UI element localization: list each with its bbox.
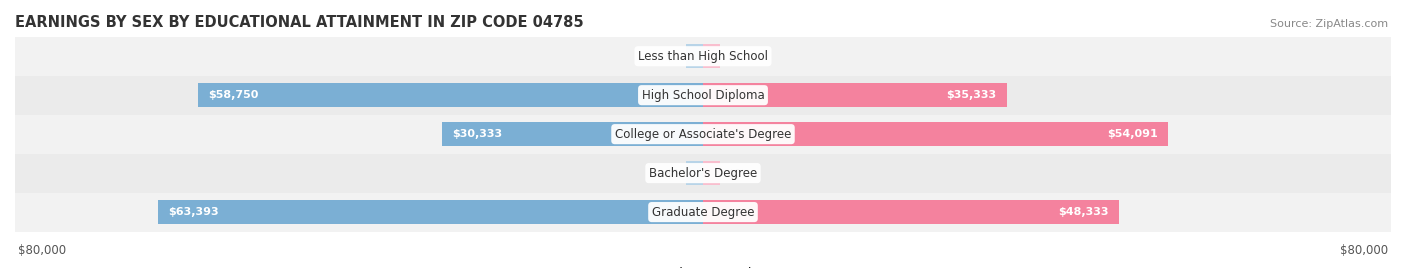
- Text: $63,393: $63,393: [169, 207, 219, 217]
- Legend: Male, Female: Male, Female: [647, 267, 759, 268]
- Text: $48,333: $48,333: [1057, 207, 1108, 217]
- Text: Bachelor's Degree: Bachelor's Degree: [650, 167, 756, 180]
- Text: $0: $0: [727, 168, 741, 178]
- Text: Graduate Degree: Graduate Degree: [652, 206, 754, 219]
- Bar: [441, 122, 703, 146]
- Text: $58,750: $58,750: [208, 90, 259, 100]
- Bar: [15, 115, 1391, 154]
- Text: $30,333: $30,333: [453, 129, 502, 139]
- Bar: [15, 193, 1391, 232]
- Bar: [703, 200, 1119, 224]
- Bar: [703, 44, 720, 68]
- Text: College or Associate's Degree: College or Associate's Degree: [614, 128, 792, 141]
- Bar: [15, 76, 1391, 115]
- Text: $35,333: $35,333: [946, 90, 997, 100]
- Text: $0: $0: [665, 168, 679, 178]
- Text: $80,000: $80,000: [1340, 244, 1388, 257]
- Bar: [703, 122, 1168, 146]
- Text: High School Diploma: High School Diploma: [641, 89, 765, 102]
- Bar: [686, 161, 703, 185]
- Bar: [198, 83, 703, 107]
- Bar: [703, 161, 720, 185]
- Text: $0: $0: [665, 51, 679, 61]
- Bar: [686, 44, 703, 68]
- Text: $0: $0: [727, 51, 741, 61]
- Text: Source: ZipAtlas.com: Source: ZipAtlas.com: [1270, 19, 1388, 29]
- Text: EARNINGS BY SEX BY EDUCATIONAL ATTAINMENT IN ZIP CODE 04785: EARNINGS BY SEX BY EDUCATIONAL ATTAINMEN…: [15, 15, 583, 30]
- Bar: [15, 37, 1391, 76]
- Text: $80,000: $80,000: [18, 244, 66, 257]
- Bar: [703, 83, 1007, 107]
- Bar: [15, 154, 1391, 193]
- Text: $54,091: $54,091: [1107, 129, 1159, 139]
- Text: Less than High School: Less than High School: [638, 50, 768, 63]
- Bar: [157, 200, 703, 224]
